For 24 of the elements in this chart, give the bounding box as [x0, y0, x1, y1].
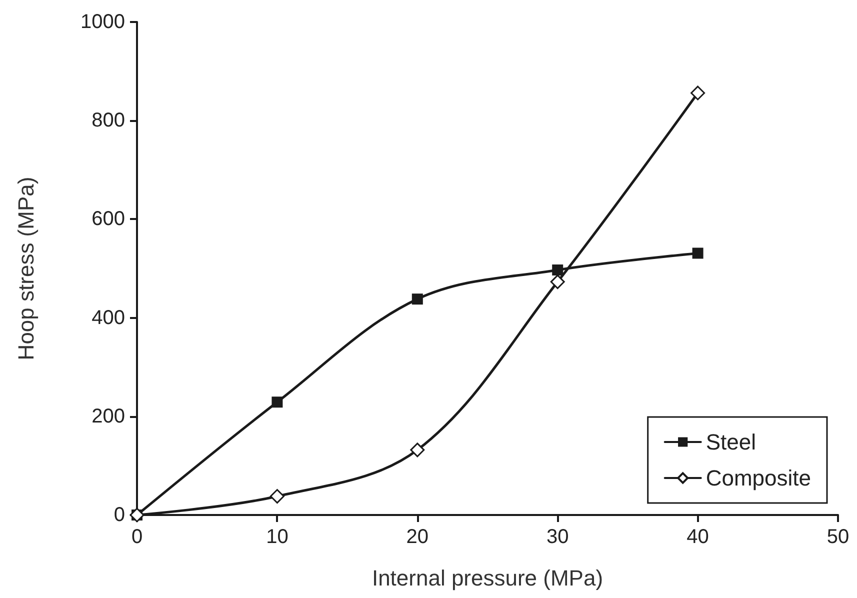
legend-label: Steel	[706, 430, 756, 454]
point	[270, 489, 284, 504]
x-tick-label: 40	[686, 526, 709, 548]
y-tick-label: 600	[92, 208, 125, 230]
legend-label: Composite	[706, 466, 811, 490]
x-tick-label: 30	[546, 526, 569, 548]
point	[550, 274, 565, 290]
x-tick-label: 20	[406, 526, 429, 548]
x-axis-title: Internal pressure (MPa)	[372, 566, 604, 590]
point	[690, 86, 706, 100]
x-tick-label: 0	[131, 526, 143, 548]
y-tick-label: 0	[114, 504, 125, 526]
x-tick-label: 50	[826, 526, 850, 548]
y-tick-label: 1000	[80, 11, 125, 33]
point	[412, 294, 423, 305]
point	[272, 396, 283, 408]
y-tick-label: 400	[92, 306, 125, 329]
y-tick-label: 200	[92, 405, 125, 428]
y-axis-title: Hoop stress (MPa)	[14, 176, 38, 360]
x-tick-label: 10	[266, 526, 288, 548]
point	[410, 442, 425, 458]
point	[692, 248, 704, 259]
y-tick-label: 800	[92, 110, 125, 132]
point	[552, 264, 564, 276]
